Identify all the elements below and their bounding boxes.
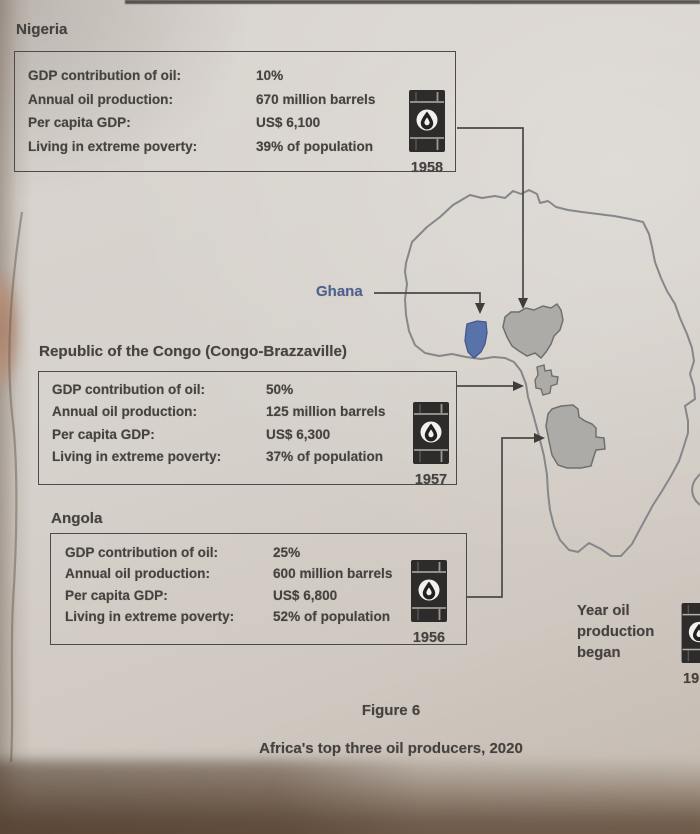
stat-label: Annual oil production:: [65, 566, 210, 582]
photo-top-edge: [125, 0, 700, 4]
angola-section-title: Angola: [51, 510, 103, 527]
nigeria-arrowhead-icon: [518, 298, 528, 309]
angola-info-box: GDP contribution of oil: 25% Annual oil …: [50, 533, 467, 646]
country-angola-shape: [545, 404, 606, 469]
stat-label: GDP contribution of oil:: [65, 545, 219, 560]
stat-value: 125 million barrels: [266, 404, 386, 420]
figure-number-label: Figure 6: [361, 702, 421, 719]
nigeria-info-box: GDP contribution of oil: 10% Annual oil …: [14, 51, 456, 176]
congo-barrel-group: 1957: [412, 401, 450, 488]
stat-value: US$ 6,800: [273, 587, 338, 603]
stat-label: Living in extreme poverty:: [52, 449, 222, 465]
stat-label: Per capita GDP:: [65, 587, 168, 603]
production-year-label: 1958: [410, 160, 444, 176]
congo-stats-table: GDP contribution of oil: 50% Annual oil …: [39, 372, 456, 469]
legend-year-partial: 19: [683, 671, 700, 687]
congo-arrowhead-icon: [513, 381, 524, 391]
ghana-connector-line: [374, 292, 481, 304]
madagascar-partial-outline: [691, 473, 700, 506]
stat-label: Living in extreme poverty:: [28, 138, 198, 154]
stat-label: Per capita GDP:: [28, 115, 131, 131]
angola-barrel-group: 1956: [410, 559, 448, 646]
stat-label: Per capita GDP:: [52, 426, 155, 442]
stat-value: 37% of population: [266, 449, 384, 465]
stat-value: US$ 6,300: [266, 426, 331, 442]
oil-barrel-icon: [409, 90, 445, 152]
stat-value: 25%: [273, 545, 301, 560]
stat-label: Annual oil production:: [52, 404, 197, 420]
stat-label: Annual oil production:: [28, 91, 173, 107]
oil-barrel-icon: [411, 560, 447, 622]
nigeria-stats-table: GDP contribution of oil: 10% Annual oil …: [15, 52, 455, 158]
country-ghana-shape: [464, 320, 488, 359]
stat-label: GDP contribution of oil:: [28, 68, 182, 83]
congo-section-title: Republic of the Congo (Congo-Brazzaville…: [39, 343, 347, 360]
angola-arrowhead-icon: [534, 433, 545, 443]
stat-value: 52% of population: [273, 609, 391, 625]
stat-value: 600 million barrels: [273, 566, 393, 582]
stat-label: Living in extreme poverty:: [65, 609, 235, 625]
angola-stats-table: GDP contribution of oil: 25% Annual oil …: [51, 534, 466, 628]
stat-value: 670 million barrels: [256, 91, 376, 107]
congo-info-box: GDP contribution of oil: 50% Annual oil …: [38, 371, 457, 488]
photo-bottom-blur: [0, 760, 700, 834]
legend-label: Year oil production began: [577, 603, 655, 661]
stat-value: 39% of population: [256, 138, 374, 154]
production-year-label: 1956: [412, 630, 446, 646]
ghana-arrowhead-icon: [475, 303, 485, 314]
country-nigeria-shape: [502, 302, 564, 360]
figure-title: Africa's top three oil producers, 2020: [259, 740, 523, 757]
stat-label: GDP contribution of oil:: [52, 382, 206, 397]
nigeria-section-title: Nigeria: [16, 21, 68, 38]
country-congo-shape: [534, 364, 559, 396]
nigeria-barrel-group: 1958: [408, 89, 446, 176]
nigeria-connector-line: [457, 127, 524, 299]
oil-barrel-icon: [413, 402, 449, 464]
stat-value: US$ 6,100: [256, 115, 321, 131]
legend-barrel-group: 19: [680, 602, 700, 687]
stat-value: 10%: [256, 68, 284, 83]
angola-connector-line: [467, 437, 535, 598]
stat-value: 50%: [266, 382, 294, 397]
oil-barrel-icon: [681, 602, 700, 664]
ghana-map-label: Ghana: [316, 283, 363, 300]
production-year-label: 1957: [414, 472, 448, 488]
